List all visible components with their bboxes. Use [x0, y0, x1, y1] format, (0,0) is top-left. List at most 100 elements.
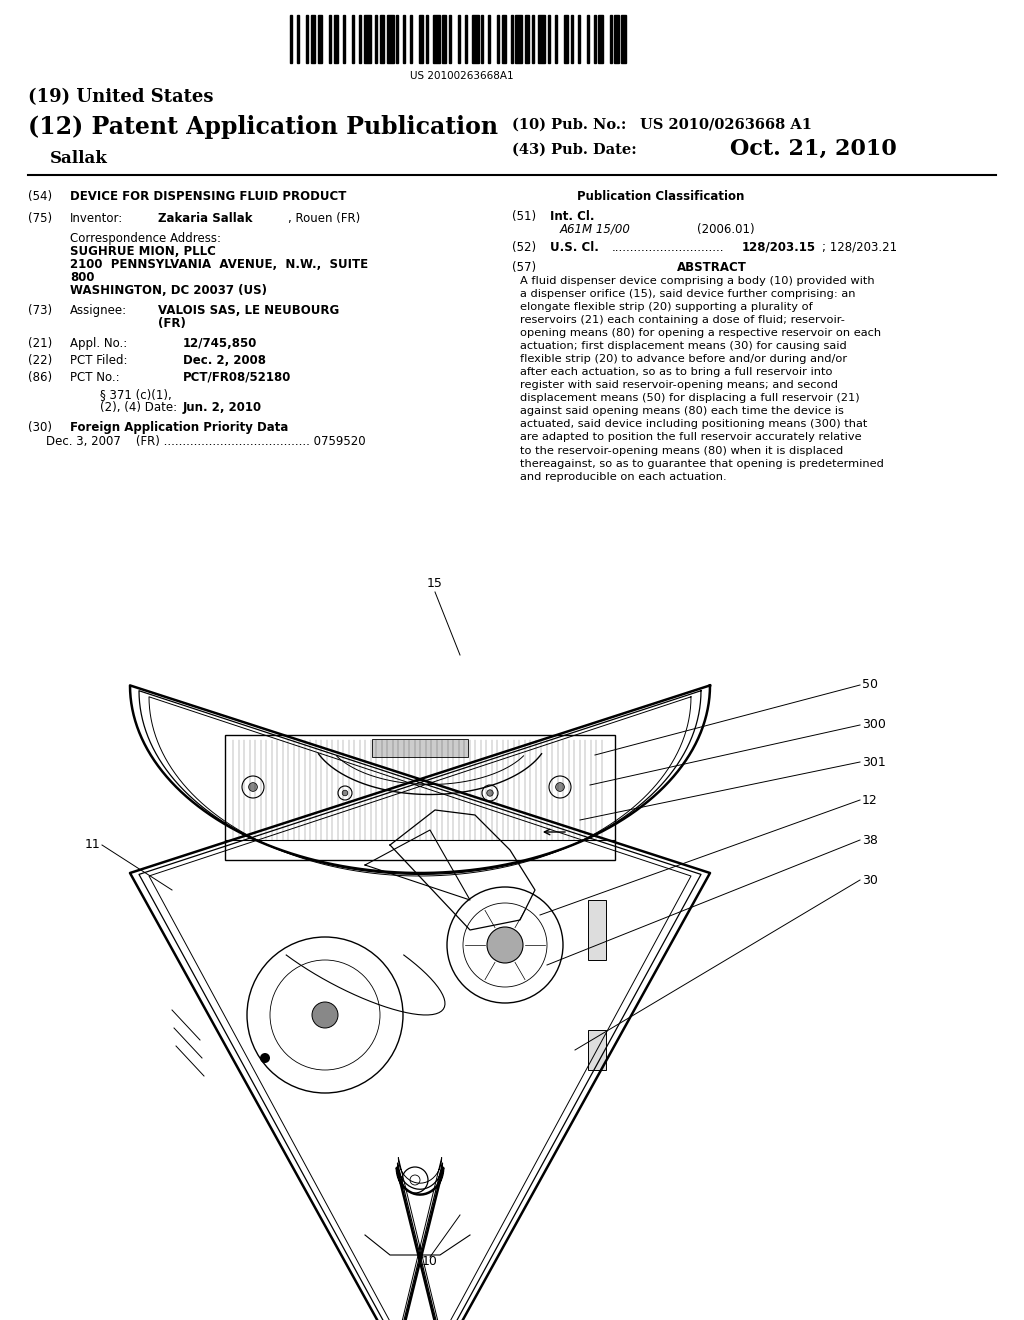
Bar: [359, 15, 361, 63]
Text: 50: 50: [862, 678, 878, 692]
Bar: [487, 15, 490, 63]
Circle shape: [260, 1053, 270, 1063]
Text: VALOIS SAS, LE NEUBOURG: VALOIS SAS, LE NEUBOURG: [158, 304, 339, 317]
Bar: [563, 15, 568, 63]
Text: Sallak: Sallak: [50, 150, 108, 168]
Text: A fluid dispenser device comprising a body (10) provided with
a dispenser orific: A fluid dispenser device comprising a bo…: [520, 276, 884, 482]
Bar: [426, 15, 428, 63]
Text: Int. Cl.: Int. Cl.: [550, 210, 595, 223]
Bar: [343, 15, 345, 63]
Circle shape: [487, 927, 523, 964]
Text: (51): (51): [512, 210, 537, 223]
Text: (22): (22): [28, 354, 52, 367]
Text: 2100  PENNSYLVANIA  AVENUE,  N.W.,  SUITE: 2100 PENNSYLVANIA AVENUE, N.W., SUITE: [70, 257, 368, 271]
Text: Correspondence Address:: Correspondence Address:: [70, 232, 221, 246]
Text: 800: 800: [70, 271, 94, 284]
Text: U.S. Cl.: U.S. Cl.: [550, 242, 599, 253]
Text: , Rouen (FR): , Rouen (FR): [288, 213, 360, 224]
Text: (30): (30): [28, 421, 52, 434]
Bar: [402, 15, 406, 63]
Text: PCT Filed:: PCT Filed:: [70, 354, 128, 367]
Bar: [511, 15, 513, 63]
Text: Dec. 2, 2008: Dec. 2, 2008: [183, 354, 266, 367]
Text: Dec. 3, 2007    (FR) ....................................... 0759520: Dec. 3, 2007 (FR) ......................…: [46, 436, 366, 447]
Text: (52): (52): [512, 242, 537, 253]
Bar: [310, 15, 315, 63]
Bar: [524, 15, 529, 63]
Text: (54): (54): [28, 190, 52, 203]
Text: 11: 11: [84, 838, 100, 851]
Text: (FR): (FR): [158, 317, 186, 330]
Bar: [380, 15, 384, 63]
Bar: [465, 15, 467, 63]
Text: Appl. No.:: Appl. No.:: [70, 337, 127, 350]
Bar: [225, 735, 615, 861]
Bar: [588, 1030, 606, 1071]
Circle shape: [247, 937, 403, 1093]
Text: 38: 38: [862, 833, 878, 846]
Bar: [449, 15, 451, 63]
Bar: [432, 15, 439, 63]
Bar: [614, 15, 618, 63]
Text: (12) Patent Application Publication: (12) Patent Application Publication: [28, 115, 498, 139]
Bar: [481, 15, 483, 63]
Bar: [570, 15, 572, 63]
Text: (43) Pub. Date:: (43) Pub. Date:: [512, 143, 637, 157]
Bar: [609, 15, 612, 63]
Circle shape: [486, 789, 494, 796]
Text: § 371 (c)(1),: § 371 (c)(1),: [100, 388, 172, 401]
Bar: [502, 15, 506, 63]
Bar: [594, 15, 596, 63]
Bar: [622, 15, 626, 63]
Bar: [539, 15, 546, 63]
Text: (75): (75): [28, 213, 52, 224]
Text: ABSTRACT: ABSTRACT: [677, 261, 746, 275]
Bar: [372, 739, 468, 756]
Text: PCT/FR08/52180: PCT/FR08/52180: [183, 371, 292, 384]
Text: 300: 300: [862, 718, 886, 731]
Bar: [497, 15, 500, 63]
Circle shape: [342, 791, 348, 796]
Text: US 20100263668A1: US 20100263668A1: [410, 71, 513, 81]
Circle shape: [312, 1002, 338, 1028]
Text: (73): (73): [28, 304, 52, 317]
Bar: [419, 15, 423, 63]
Text: US 2010/0263668 A1: US 2010/0263668 A1: [640, 117, 812, 132]
Bar: [441, 15, 446, 63]
Text: (86): (86): [28, 371, 52, 384]
Text: 12: 12: [862, 793, 878, 807]
Text: Jun. 2, 2010: Jun. 2, 2010: [183, 401, 262, 414]
Bar: [334, 15, 338, 63]
Bar: [555, 15, 557, 63]
Bar: [598, 15, 603, 63]
Text: 128/203.15: 128/203.15: [742, 242, 816, 253]
Text: Publication Classification: Publication Classification: [577, 190, 744, 203]
Bar: [578, 15, 580, 63]
Text: 30: 30: [862, 874, 878, 887]
Text: (2), (4) Date:: (2), (4) Date:: [100, 401, 177, 414]
Bar: [472, 15, 478, 63]
Text: Assignee:: Assignee:: [70, 304, 127, 317]
Bar: [352, 15, 354, 63]
Bar: [364, 15, 371, 63]
Bar: [515, 15, 522, 63]
Bar: [458, 15, 460, 63]
Text: Foreign Application Priority Data: Foreign Application Priority Data: [70, 421, 289, 434]
Text: Inventor:: Inventor:: [70, 213, 123, 224]
Text: SUGHRUE MION, PLLC: SUGHRUE MION, PLLC: [70, 246, 216, 257]
Bar: [306, 15, 308, 63]
Bar: [396, 15, 398, 63]
Text: 15: 15: [427, 577, 443, 590]
Text: A61M 15/00: A61M 15/00: [560, 223, 631, 236]
Text: ; 128/203.21: ; 128/203.21: [822, 242, 897, 253]
Bar: [329, 15, 332, 63]
Text: (57): (57): [512, 261, 537, 275]
Bar: [531, 15, 534, 63]
Text: 301: 301: [862, 755, 886, 768]
Text: (21): (21): [28, 337, 52, 350]
Text: 12/745,850: 12/745,850: [183, 337, 257, 350]
Text: WASHINGTON, DC 20037 (US): WASHINGTON, DC 20037 (US): [70, 284, 267, 297]
Text: PCT No.:: PCT No.:: [70, 371, 120, 384]
Text: (19) United States: (19) United States: [28, 88, 213, 106]
Text: (10) Pub. No.:: (10) Pub. No.:: [512, 117, 627, 132]
